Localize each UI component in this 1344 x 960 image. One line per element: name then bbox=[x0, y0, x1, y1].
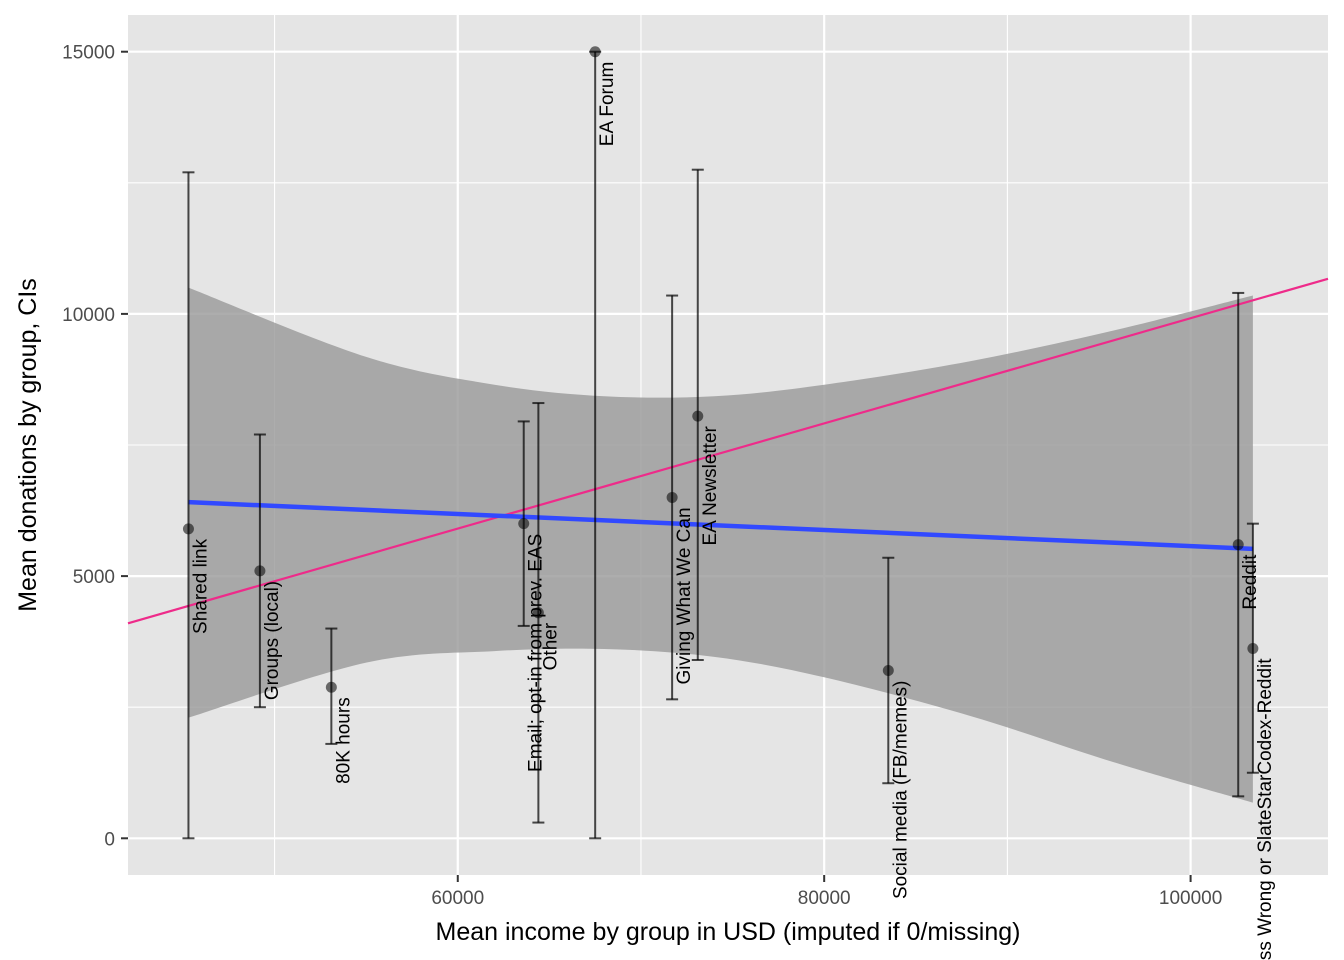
errorbar bbox=[182, 171, 195, 840]
y-tick-label: 0 bbox=[104, 829, 115, 850]
point-label: EA Forum bbox=[597, 62, 618, 146]
y-tick-label: 10000 bbox=[62, 305, 115, 326]
data-point bbox=[1247, 642, 1259, 654]
weighted-regression-line bbox=[188, 499, 1253, 552]
data-point bbox=[882, 664, 894, 676]
point-label: 80K hours bbox=[333, 697, 354, 784]
y-axis-title: Mean donations by group, CIs bbox=[14, 278, 42, 612]
unweighted-regression-line bbox=[127, 277, 1329, 625]
data-point bbox=[666, 491, 678, 503]
point-label: Shared link bbox=[190, 538, 211, 634]
points-layer bbox=[182, 46, 1259, 693]
data-point bbox=[518, 518, 530, 530]
x-tick-label: 100000 bbox=[1159, 888, 1222, 909]
point-label: Less Wrong or SlateStarCodex-Reddit bbox=[1255, 658, 1276, 960]
data-point bbox=[325, 681, 337, 693]
y-tick-label: 15000 bbox=[62, 43, 115, 64]
x-tick-label: 80000 bbox=[798, 888, 851, 909]
point-label: Reddit bbox=[1240, 554, 1261, 610]
data-point bbox=[692, 410, 704, 422]
fit-lines-layer bbox=[127, 277, 1329, 625]
data-point bbox=[1232, 539, 1244, 551]
axes-layer: 60000 80000 100000 0 5000 10000 15000 bbox=[62, 43, 1222, 909]
data-point bbox=[589, 46, 601, 58]
confidence-band bbox=[188, 287, 1253, 803]
data-point bbox=[182, 523, 194, 535]
data-point bbox=[532, 607, 544, 619]
x-axis-title: Mean income by group in USD (imputed if … bbox=[436, 918, 1021, 946]
point-label: Email; opt-in from prev. EAS bbox=[526, 534, 547, 772]
point-label: Social media (FB/memes) bbox=[890, 680, 911, 899]
point-label: Groups (local) bbox=[262, 581, 283, 700]
data-point bbox=[254, 565, 266, 577]
x-tick-label: 60000 bbox=[431, 888, 484, 909]
point-labels-layer: Shared link Groups (local) 80K hours Email;… bbox=[190, 62, 1275, 960]
y-tick-label: 5000 bbox=[73, 567, 115, 588]
point-label: Giving What We Can bbox=[674, 507, 695, 684]
point-label: EA Newsletter bbox=[700, 425, 721, 545]
confidence-band-layer bbox=[188, 287, 1253, 803]
point-label: Other bbox=[540, 622, 561, 670]
